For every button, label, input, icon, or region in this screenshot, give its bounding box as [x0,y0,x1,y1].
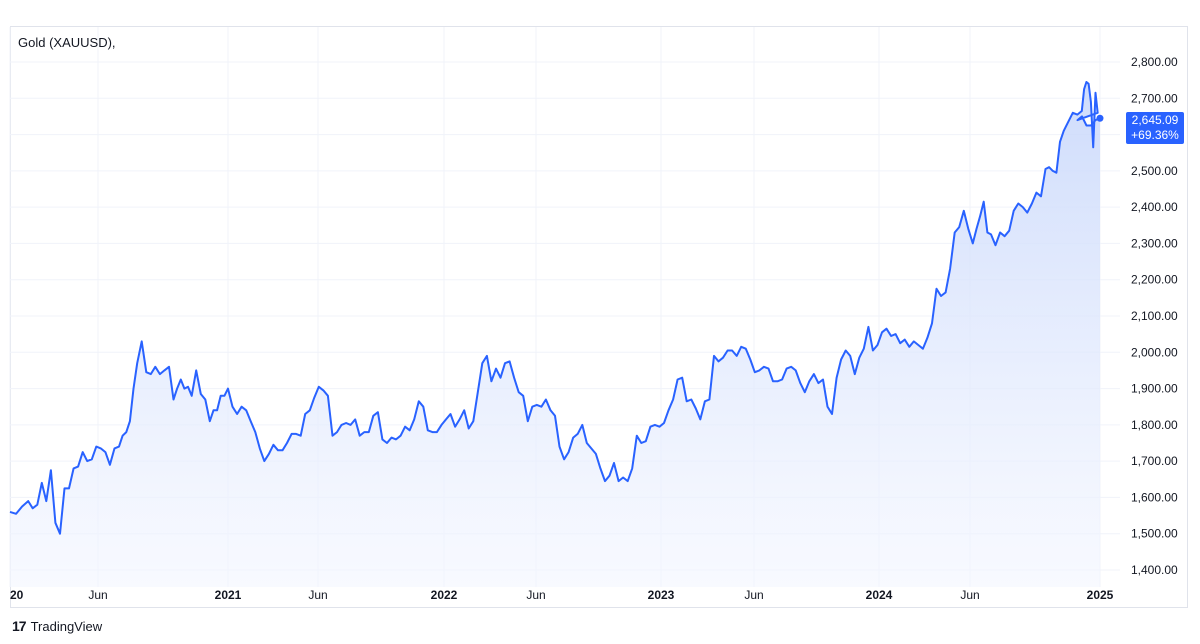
y-tick-label: 1,500.00 [1131,527,1178,541]
tradingview-logo-icon: 17 [12,618,27,634]
tradingview-logo-text: TradingView [30,618,103,634]
x-tick-label: 2022 [431,588,458,602]
x-tick-label: 2025 [1087,588,1114,602]
last-price-dot [1096,114,1104,122]
y-tick-label: 2,500.00 [1131,164,1178,178]
last-price-badge: 2,645.09 +69.36% [1126,112,1184,144]
x-tick-label: 2023 [648,588,675,602]
y-tick-label: 1,800.00 [1131,418,1178,432]
percent-change-value: +69.36% [1131,128,1179,142]
y-tick-label: 2,800.00 [1131,55,1178,69]
y-tick-label: 2,000.00 [1131,345,1178,359]
x-tick-label: 20 [10,588,24,602]
y-tick-label: 2,200.00 [1131,273,1178,287]
symbol-legend[interactable]: Gold (XAUUSD), [18,35,116,50]
x-tick-label: Jun [308,588,327,602]
x-tick-label: Jun [744,588,763,602]
y-tick-label: 2,700.00 [1131,91,1178,105]
price-line [9,81,1104,535]
y-tick-label: 2,100.00 [1131,309,1178,323]
y-tick-label: 1,400.00 [1131,563,1178,577]
x-tick-label: 2021 [215,588,242,602]
x-tick-label: Jun [960,588,979,602]
tradingview-logo[interactable]: 17 TradingView [12,618,102,634]
x-tick-label: 2024 [866,588,893,602]
area-series [10,82,1100,587]
x-tick-label: Jun [526,588,545,602]
y-tick-label: 2,400.00 [1131,200,1178,214]
area-fill [10,82,1100,587]
price-series-line [9,81,1101,535]
y-tick-label: 1,900.00 [1131,382,1178,396]
x-axis: 20 Jun 2021 Jun 2022 Jun 2023 Jun 2024 Jun 2025 [10,588,1114,602]
y-tick-label: 1,700.00 [1131,454,1178,468]
last-price-value: 2,645.09 [1131,113,1179,127]
x-tick-label: Jun [88,588,107,602]
y-tick-label: 2,300.00 [1131,236,1178,250]
y-tick-label: 1,600.00 [1131,490,1178,504]
